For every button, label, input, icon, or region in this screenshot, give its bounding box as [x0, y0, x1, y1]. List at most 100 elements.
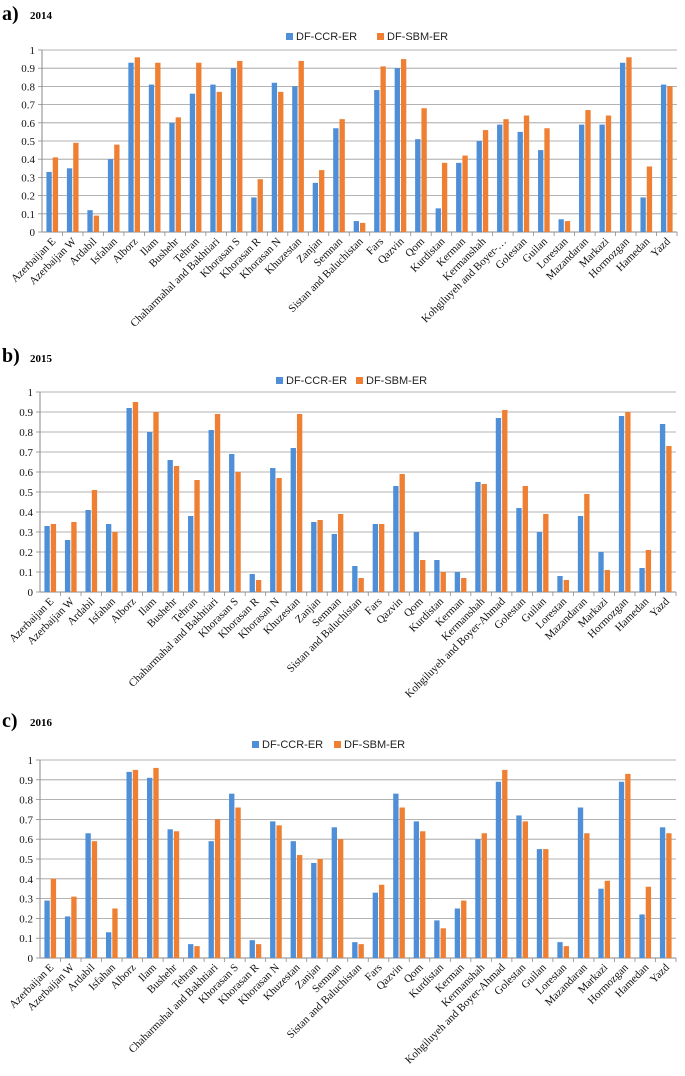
legend: DF-CCR-ER DF-SBM-ER [286, 31, 448, 43]
bar-df-sbm-er [645, 886, 652, 958]
bar-df-sbm-er [175, 117, 181, 232]
bar-df-sbm-er [337, 839, 344, 958]
bar-df-ccr-er [374, 90, 380, 232]
plot-area: 00.10.20.30.40.50.60.70.80.91Azerbaijan … [7, 387, 677, 700]
bar-df-ccr-er [271, 82, 278, 232]
y-tick-label: 0.7 [19, 814, 33, 826]
bar-df-sbm-er [132, 769, 139, 958]
bar-df-ccr-er [618, 416, 625, 592]
y-tick-label: 1 [30, 45, 36, 57]
bar-df-sbm-er [604, 880, 611, 958]
y-tick-label: 0.9 [19, 775, 33, 787]
bar-df-ccr-er [105, 932, 112, 958]
bar-df-ccr-er [640, 197, 646, 232]
bar-df-ccr-er [167, 460, 173, 592]
bar-df-sbm-er [276, 478, 282, 592]
bar-df-ccr-er [538, 150, 544, 232]
bar-df-sbm-er [50, 878, 57, 958]
bar-df-sbm-er [358, 578, 364, 592]
bar-df-ccr-er [148, 84, 155, 232]
legend-swatch-ccr [276, 377, 283, 384]
bar-df-ccr-er [598, 552, 604, 592]
bar-df-ccr-er [434, 920, 440, 958]
bar-df-sbm-er [153, 412, 159, 592]
y-tick-label: 0.2 [21, 191, 35, 203]
y-tick-label: 0.8 [19, 427, 33, 439]
bar-df-ccr-er [251, 197, 257, 232]
bar-df-sbm-er [214, 414, 221, 592]
bar-df-sbm-er [216, 91, 222, 232]
bar-df-ccr-er [188, 944, 194, 958]
bar-df-ccr-er [128, 62, 134, 232]
bar-df-sbm-er [296, 414, 303, 592]
bar-df-sbm-er [298, 60, 304, 232]
bar-df-ccr-er [290, 841, 296, 958]
y-tick-label: 0.5 [19, 487, 33, 499]
bar-df-sbm-er [112, 532, 118, 592]
bar-df-ccr-er [66, 168, 73, 232]
y-tick-label: 0.4 [21, 154, 35, 166]
y-tick-label: 0 [28, 587, 34, 599]
bar-df-ccr-er [189, 93, 196, 233]
bar-df-sbm-er [522, 821, 528, 958]
bar-df-sbm-er [317, 859, 323, 958]
y-tick-label: 0 [28, 953, 34, 965]
chart-2014-svg: a) 2014 DF-CCR-ER DF-SBM-ER 0 0.1 0.2 0.3 0.… [2, 3, 678, 330]
bar-df-sbm-er [584, 494, 590, 592]
bar-df-ccr-er [44, 900, 50, 958]
bar-df-sbm-er [667, 86, 673, 233]
legend-swatch-sbm [377, 33, 384, 40]
y-tick-label: 0.9 [19, 407, 33, 419]
bar-df-sbm-er [255, 944, 262, 958]
bar-df-ccr-er [558, 219, 564, 232]
bar-df-sbm-er [317, 520, 323, 592]
y-tick-label: 1 [28, 755, 34, 767]
bar-df-sbm-er [584, 833, 590, 958]
bar-df-ccr-er [618, 781, 625, 958]
bar-df-sbm-er [379, 524, 385, 592]
legend-label-ccr: DF-CCR-ER [286, 375, 347, 387]
bar-df-sbm-er [276, 825, 282, 958]
bar-df-sbm-er [522, 486, 528, 592]
bar-df-sbm-er [421, 108, 427, 232]
bar-df-sbm-er [173, 831, 180, 958]
bar-df-ccr-er [208, 841, 214, 958]
bar-df-ccr-er [577, 516, 584, 592]
bar-df-ccr-er [536, 532, 543, 592]
bar-df-ccr-er [147, 432, 153, 592]
bar-df-sbm-er [52, 157, 59, 232]
bar-df-sbm-er [645, 550, 652, 592]
bar-df-sbm-er [255, 580, 262, 592]
bar-df-sbm-er [666, 833, 672, 958]
bar-df-sbm-er [173, 466, 180, 592]
y-tick-label: 0.8 [21, 81, 35, 93]
chart-2015-svg: b) 2015 DF-CCR-ER DF-SBM-ER 0 0.1 0.2 0.3 0.… [2, 345, 677, 700]
y-tick-label: 0.4 [19, 507, 33, 519]
legend-swatch-ccr [286, 33, 293, 40]
bar-df-ccr-er [435, 208, 441, 232]
bar-df-sbm-er [543, 849, 549, 958]
bar-df-sbm-er [91, 490, 98, 592]
bar-df-ccr-er [312, 182, 319, 232]
bar-df-ccr-er [64, 916, 71, 958]
bar-df-sbm-er [132, 402, 139, 592]
y-tick-label: 0.2 [19, 913, 33, 925]
bar-df-ccr-er [107, 159, 114, 232]
bar-df-ccr-er [454, 572, 461, 592]
bar-df-ccr-er [85, 510, 91, 592]
y-tick-label: 0.9 [21, 63, 35, 75]
y-tick-label: 0.1 [19, 933, 33, 945]
bar-df-sbm-er [379, 884, 385, 958]
plot-area: 00.10.20.30.40.50.60.70.80.91Azerbaijan … [9, 45, 678, 330]
bar-df-ccr-er [147, 777, 153, 958]
bar-df-sbm-er [605, 115, 612, 232]
bar-df-ccr-er [476, 141, 482, 232]
bar-df-ccr-er [105, 524, 112, 592]
bar-df-ccr-er [393, 793, 399, 958]
bar-df-sbm-er [235, 807, 241, 958]
panel-letter: c) [2, 710, 18, 732]
bar-df-ccr-er [64, 540, 71, 592]
bar-df-sbm-er [296, 855, 303, 958]
bar-df-sbm-er [399, 807, 405, 958]
bar-df-ccr-er [331, 534, 337, 592]
